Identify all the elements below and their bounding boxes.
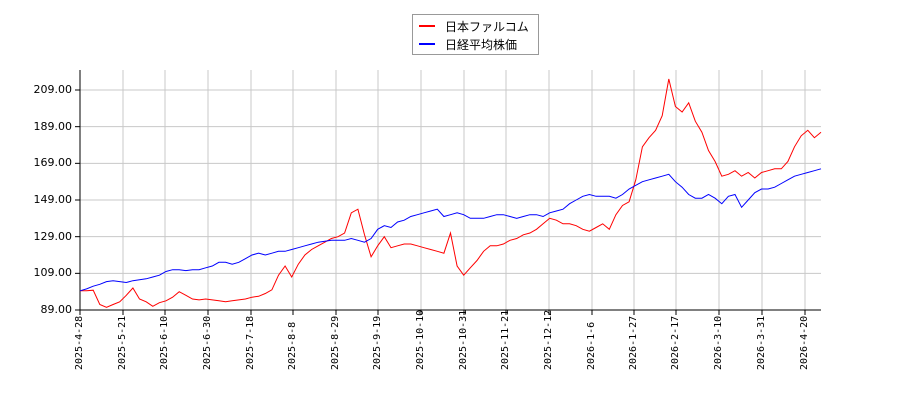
y-tick-label: 169.00 (33, 156, 73, 170)
legend-item-nihon-falcom: 日本ファルコム (419, 17, 529, 35)
legend-label: 日本ファルコム (445, 19, 529, 34)
x-tick-label: 2025-8-29 (330, 315, 341, 370)
x-tick-label: 2025-9-19 (372, 315, 383, 370)
x-tick-label: 2025-8-8 (287, 321, 298, 370)
x-tick-label: 2026-4-20 (799, 315, 810, 370)
grid-lines (80, 70, 821, 310)
legend-swatch-red (419, 25, 435, 27)
series-line-nihon-falcom (80, 78, 822, 308)
series-line-nikkei-average (79, 168, 822, 292)
legend: 日本ファルコム 日経平均株価 (412, 14, 539, 55)
x-tick-label: 2025-11-21 (500, 309, 511, 370)
y-tick-label: 189.00 (33, 119, 73, 133)
x-tick-label: 2026-1-6 (586, 321, 597, 370)
x-tick-label: 2025-6-30 (202, 315, 213, 370)
x-tick-label: 2025-10-10 (415, 309, 426, 370)
legend-swatch-blue (419, 43, 435, 45)
x-tick-label: 2025-10-31 (458, 309, 469, 370)
x-tick-label: 2025-12-12 (543, 309, 554, 370)
x-tick-label: 2026-2-17 (670, 315, 681, 370)
x-tick-label: 2025-6-10 (159, 315, 170, 370)
x-tick-label: 2025-7-18 (245, 315, 256, 370)
axes (75, 70, 821, 315)
x-tick-label: 2026-1-27 (628, 315, 639, 370)
y-tick-label: 149.00 (33, 193, 73, 206)
x-tick-label: 2026-3-10 (713, 315, 724, 370)
legend-item-nikkei-average: 日経平均株価 (419, 35, 517, 53)
y-tick-label: 89.00 (40, 303, 73, 316)
legend-label: 日経平均株価 (445, 37, 518, 52)
x-tick-label: 2026-3-31 (756, 315, 767, 370)
y-tick-label: 109.00 (33, 266, 73, 280)
x-tick-label: 2025-5-21 (117, 315, 128, 370)
y-tick-label: 209.00 (33, 83, 73, 96)
y-tick-label: 129.00 (33, 229, 73, 243)
x-tick-label: 2025-4-28 (74, 315, 85, 370)
